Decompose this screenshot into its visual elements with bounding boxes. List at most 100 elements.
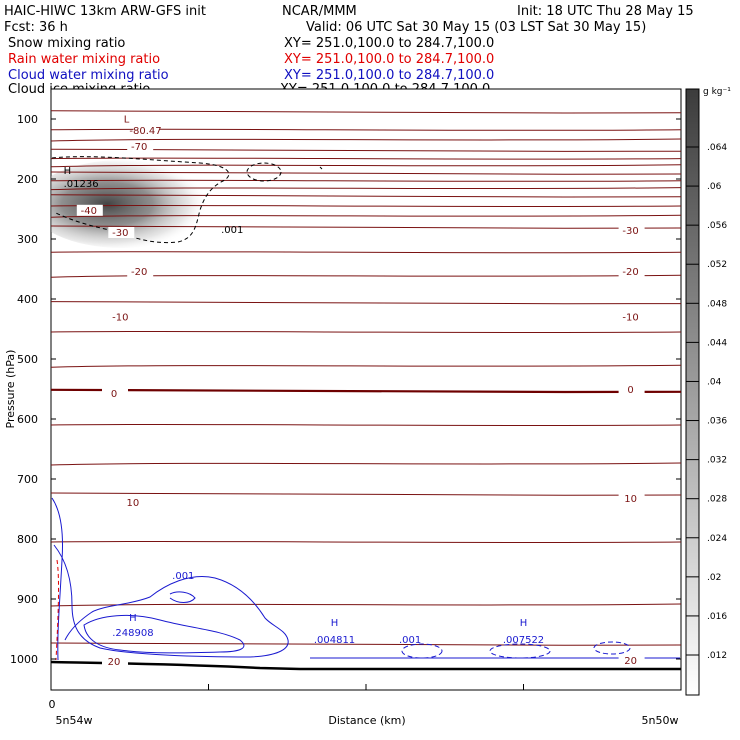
colorbar-tick-label: .06	[707, 182, 722, 192]
x-axis	[50, 684, 682, 690]
y-tick-label: 100	[17, 113, 38, 126]
colorbar-tick-label: .056	[707, 221, 727, 231]
isotherm-line	[51, 148, 681, 152]
colorbar-tick-label: .048	[707, 299, 727, 309]
colorbar	[685, 88, 700, 696]
y-tick-label: 1000	[10, 653, 38, 666]
temp-label-bg	[618, 492, 645, 504]
cloud-water-contour-small	[169, 591, 196, 603]
snow-label: H	[64, 166, 72, 177]
legend-snow-xy: XY= 251.0,100.0 to 284.7,100.0	[284, 36, 494, 51]
isotherm-line	[51, 171, 681, 175]
colorbar-tick-label: .02	[707, 573, 721, 583]
temp-label-bg	[133, 125, 160, 136]
isotherm-line	[51, 330, 681, 334]
valid-time: Valid: 06 UTC Sat 30 May 15 (03 LST Sat …	[306, 20, 646, 35]
isotherm-line	[51, 157, 681, 160]
isotherm-line	[51, 251, 681, 254]
temp-label: -70	[131, 142, 147, 153]
x-origin-label: 0	[49, 698, 56, 711]
colorbar-unit: g kg⁻¹	[703, 87, 731, 97]
temp-label: L	[124, 115, 130, 126]
y-tick-label: 200	[17, 173, 38, 186]
temp-label: -20	[622, 267, 638, 278]
cloud-water-contour-2	[401, 643, 443, 659]
temp-label-bg	[114, 113, 141, 125]
isotherm-line	[51, 187, 681, 191]
cloud-water-label: H	[331, 618, 339, 629]
temp-label: 0	[627, 385, 633, 396]
y-tick-label: 600	[17, 413, 38, 426]
isotherm-line	[51, 462, 681, 466]
isotherm-line	[51, 138, 681, 142]
temp-label-bg	[618, 654, 645, 666]
cloud-water-contour-3	[489, 643, 551, 659]
isotherm-line	[51, 194, 681, 198]
isotherm-line	[51, 492, 681, 496]
x-axis-label: Distance (km)	[328, 714, 405, 727]
temp-label-bg	[127, 266, 154, 277]
isotherm-line	[51, 110, 681, 114]
colorbar-tick-label: .016	[707, 612, 727, 622]
temp-label-bg	[76, 204, 103, 216]
init-time: Init: 18 UTC Thu 28 May 15	[517, 4, 694, 19]
temp-label: -30	[112, 228, 128, 239]
cloud-water-contour-outer	[53, 544, 289, 658]
temp-label-bg	[120, 497, 147, 508]
temp-label: 0	[111, 389, 117, 400]
cloud-water-label: H	[129, 613, 137, 624]
temp-label: 10	[127, 498, 140, 509]
forecast-hour: Fcst: 36 h	[4, 20, 68, 35]
cloud-water-contour-4	[593, 641, 631, 655]
colorbar-tick-label: .028	[707, 495, 727, 505]
y-tick-label: 500	[17, 353, 38, 366]
cloud-water-labels: .001 H .248908 H .004811 .001 H .007522	[112, 571, 544, 646]
surface-line	[51, 660, 681, 671]
isotherm-line	[51, 423, 681, 427]
legend-snow-label: Snow mixing ratio	[8, 36, 125, 51]
temp-label: -40	[81, 206, 97, 217]
isotherm-line	[51, 214, 681, 218]
snow-contour-dot	[319, 166, 323, 170]
legend-rain-label: Rain water mixing ratio	[8, 52, 160, 67]
snow-labels: H .01236 .001	[64, 166, 244, 236]
snow-contour-small	[246, 162, 282, 182]
colorbar-tick-label: .064	[707, 143, 727, 153]
cloud-water-contour-core	[83, 615, 245, 654]
temp-label-bg	[127, 141, 154, 153]
isotherm-line	[51, 164, 681, 168]
legend-cloud-water-xy: XY= 251.0,100.0 to 284.7,100.0	[284, 68, 494, 83]
isotherm-line	[51, 364, 681, 368]
cloud-water-contour-edge	[51, 497, 63, 661]
colorbar-tick-label: .032	[707, 456, 727, 466]
cloud-water-label: .248908	[112, 628, 153, 639]
temp-label-bg	[108, 311, 135, 323]
y-tick-label: 300	[17, 233, 38, 246]
isotherm-line	[51, 225, 681, 229]
isotherm-line	[51, 642, 681, 646]
y-tick-label: 900	[17, 593, 38, 606]
temperature-labels: -80.47 -70 -40 -30 -30 -20 -20 -10 -10 0 0 10 10 20 20…	[76, 113, 645, 668]
colorbar-tick-label: .04	[707, 377, 722, 387]
y-tick-label: 700	[17, 473, 38, 486]
colorbar-tick-label: .044	[707, 338, 727, 348]
cloud-water-label: .001	[172, 571, 194, 582]
temp-label-bg	[102, 656, 128, 667]
title-left: HAIC-HIWC 13km ARW-GFS init	[4, 4, 206, 19]
temperature-isotherms	[51, 110, 681, 646]
isotherm-line	[51, 274, 681, 278]
rain-contour	[55, 559, 60, 661]
colorbar-ticks: .012 .016 .02 .024 .028 .032 .036 .04 .044 .048 .0…	[686, 143, 727, 661]
y-tick-label: 400	[17, 293, 38, 306]
colorbar-tick-label: .036	[707, 417, 727, 427]
isotherm-line	[51, 204, 681, 208]
temp-label: 20	[108, 657, 121, 668]
isotherm-line	[51, 179, 681, 182]
isotherm-line	[51, 128, 681, 131]
temp-label-bg	[618, 384, 645, 396]
x-end-label: 5n50w	[642, 714, 679, 727]
snow-label: .001	[221, 225, 243, 236]
temp-label: -80.47	[129, 126, 161, 137]
colorbar-tick-label: .024	[707, 534, 727, 544]
